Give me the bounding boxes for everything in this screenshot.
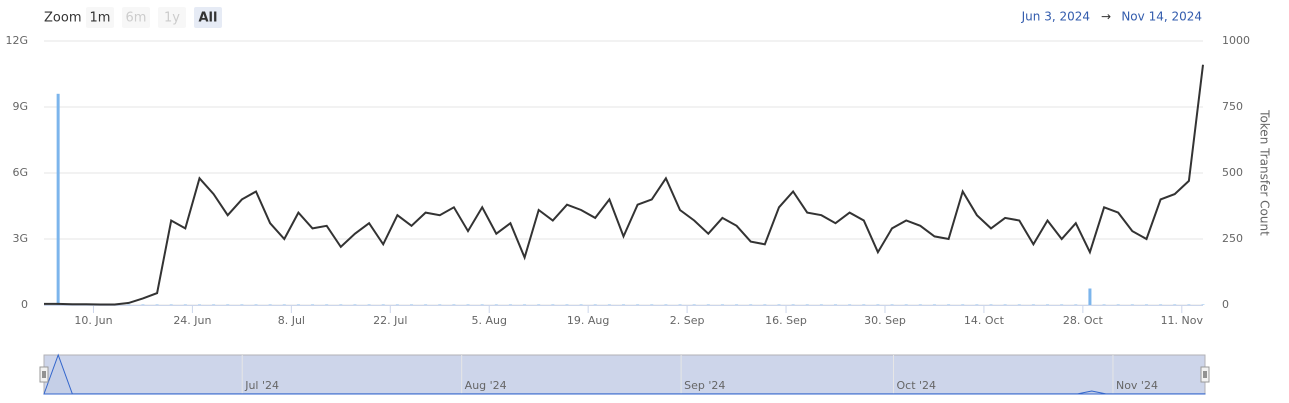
zoom-button-label[interactable]: All <box>199 11 218 26</box>
range-arrow: → <box>1101 10 1111 24</box>
zoom-button-label: 1y <box>164 11 180 26</box>
zoom-button[interactable] <box>86 7 114 28</box>
zoom-button <box>122 7 150 28</box>
zoom-button-label[interactable]: 1m <box>90 11 111 26</box>
y2-tick-label: 750 <box>1222 100 1243 113</box>
navigator-handle[interactable] <box>39 366 49 383</box>
x-tick-label: 19. Aug <box>567 314 609 327</box>
y-tick-label: 3G <box>12 232 28 245</box>
y2-tick-label: 500 <box>1222 166 1243 179</box>
y2-tick-label: 1000 <box>1222 34 1250 47</box>
navigator-label: Nov '24 <box>1116 379 1158 392</box>
zoom-button <box>158 7 186 28</box>
navigator-handle[interactable] <box>1200 366 1210 383</box>
range-to: Nov 14, 2024 <box>1121 10 1202 24</box>
x-tick-label: 22. Jul <box>373 314 407 327</box>
navigator-bg <box>43 354 1206 395</box>
y-tick-label: 9G <box>12 100 28 113</box>
zoom-label: Zoom <box>44 11 81 26</box>
zoom-button-label: 6m <box>126 11 147 26</box>
navigator-label: Jul '24 <box>244 379 279 392</box>
x-tick-label: 28. Oct <box>1063 314 1104 327</box>
zoom-buttons: 1m 6m 1y All <box>86 7 222 28</box>
y2-tick-label: 250 <box>1222 232 1243 245</box>
y2-axis-title: Token Transfer Count <box>1258 109 1272 236</box>
x-tick-label: 2. Sep <box>670 314 705 327</box>
x-tick-label: 8. Jul <box>278 314 305 327</box>
y-tick-label: 6G <box>12 166 28 179</box>
range-from: Jun 3, 2024 <box>1021 10 1090 24</box>
bar <box>1088 288 1092 305</box>
navigator-label: Aug '24 <box>465 379 507 392</box>
y2-tick-label: 0 <box>1222 298 1229 311</box>
x-tick-label: 5. Aug <box>471 314 506 327</box>
navigator-label: Sep '24 <box>684 379 725 392</box>
zoom-button[interactable] <box>194 7 222 28</box>
navigator-label: Oct '24 <box>897 379 937 392</box>
x-tick-label: 11. Nov <box>1161 314 1204 327</box>
x-tick-label: 10. Jun <box>74 314 112 327</box>
x-tick-label: 16. Sep <box>765 314 807 327</box>
line <box>44 64 1204 306</box>
x-tick-label: 24. Jun <box>173 314 211 327</box>
navigator-series <box>43 353 1206 395</box>
y-tick-label: 12G <box>5 34 28 47</box>
y-tick-label: 0 <box>21 298 28 311</box>
x-tick-label: 30. Sep <box>864 314 906 327</box>
x-tick-label: 14. Oct <box>964 314 1005 327</box>
bar <box>56 93 60 305</box>
